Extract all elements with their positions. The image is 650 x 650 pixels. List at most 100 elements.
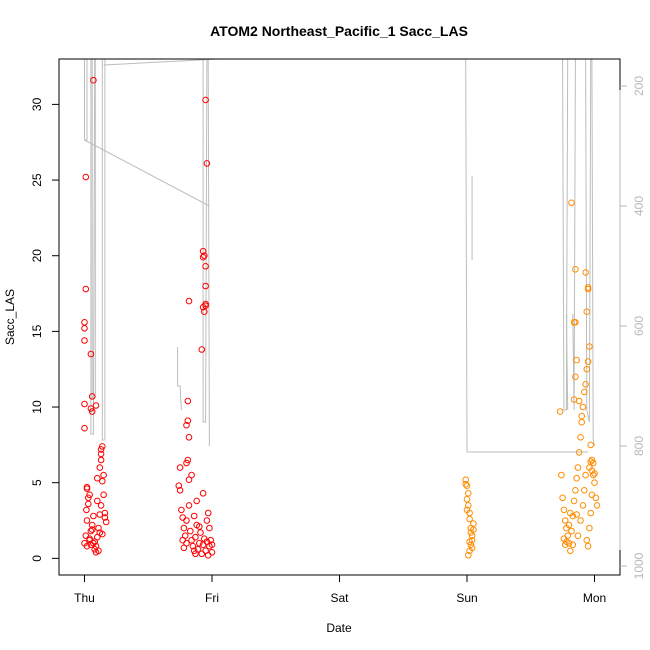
data-point	[197, 529, 204, 536]
data-point	[567, 547, 574, 555]
data-point	[583, 536, 591, 544]
data-point	[569, 541, 577, 549]
depth-line-segment	[103, 58, 219, 66]
data-point	[466, 515, 473, 523]
data-point	[180, 544, 188, 552]
x-axis-label: Date	[326, 621, 352, 635]
depth-line-segment	[572, 58, 576, 411]
data-point	[87, 405, 95, 412]
data-point	[575, 397, 583, 405]
data-point	[196, 523, 203, 530]
data-point	[581, 487, 588, 494]
data-point	[81, 337, 88, 344]
data-point	[573, 356, 580, 364]
data-point	[202, 263, 209, 270]
y-tick-label: 25	[30, 173, 44, 187]
data-point	[97, 502, 105, 509]
depth-line-segment	[562, 58, 569, 411]
data-point	[465, 502, 472, 509]
data-point	[582, 269, 589, 276]
data-point	[97, 446, 105, 453]
data-point	[90, 512, 97, 520]
data-point	[582, 471, 589, 479]
data-point	[97, 456, 105, 464]
data-point	[199, 490, 207, 497]
data-point	[573, 511, 580, 518]
y-axis-label: Sacc_LAS	[3, 289, 17, 345]
y2-tick-label: 400	[632, 196, 646, 216]
data-point	[468, 532, 476, 540]
data-point	[563, 538, 570, 546]
data-point	[184, 456, 192, 464]
data-point	[88, 393, 96, 400]
data-point	[190, 512, 198, 520]
data-point	[561, 541, 569, 549]
data-point	[96, 464, 104, 471]
data-point	[462, 480, 470, 488]
data-point	[468, 544, 476, 552]
data-point	[94, 497, 101, 505]
data-point	[583, 308, 591, 316]
data-point	[86, 535, 93, 543]
data-point	[578, 412, 586, 420]
data-point	[466, 538, 473, 546]
data-point	[572, 373, 579, 381]
data-point	[203, 517, 211, 524]
data-point	[567, 509, 574, 517]
data-point	[188, 536, 195, 544]
data-point	[579, 502, 587, 509]
data-point	[463, 506, 471, 514]
depth-line-segment	[565, 313, 569, 411]
y2-tick-label: 200	[632, 76, 646, 96]
data-point	[584, 284, 592, 291]
data-point	[193, 497, 200, 505]
depth-line-segment	[207, 58, 210, 447]
data-point	[575, 449, 583, 456]
depth-line-segment	[591, 58, 595, 447]
data-point	[192, 533, 199, 541]
data-point	[199, 247, 207, 255]
x-tick-label: Mon	[583, 591, 606, 605]
data-point	[589, 459, 597, 467]
depth-line-segment	[90, 58, 96, 435]
data-point	[568, 199, 575, 207]
data-point	[568, 527, 575, 535]
data-point	[204, 509, 212, 517]
y-tick-label: 30	[30, 97, 44, 111]
data-point	[90, 76, 97, 84]
data-point	[204, 552, 212, 559]
data-point	[588, 456, 596, 464]
data-point	[465, 552, 472, 559]
data-point	[101, 509, 109, 517]
data-point	[180, 524, 188, 532]
data-point	[208, 541, 216, 549]
data-point	[467, 541, 475, 549]
data-point	[81, 325, 88, 332]
data-point	[101, 514, 109, 521]
data-point	[586, 524, 593, 532]
data-point	[178, 506, 185, 514]
data-point	[592, 494, 600, 502]
x-tick-label: Thu	[74, 591, 95, 605]
data-point	[463, 482, 471, 490]
data-point	[593, 502, 601, 509]
data-point	[578, 418, 586, 426]
data-point	[91, 546, 98, 553]
data-point	[185, 434, 193, 441]
data-point	[202, 302, 209, 310]
data-point	[584, 358, 592, 365]
data-point	[582, 381, 589, 388]
data-point	[201, 252, 208, 259]
data-point	[572, 319, 579, 326]
y2-tick-label: 1000	[632, 552, 646, 579]
y2-tick-label: 800	[632, 436, 646, 456]
data-point	[176, 464, 184, 471]
depth-line-segment	[84, 59, 88, 141]
data-point	[572, 266, 579, 273]
data-point	[589, 471, 597, 479]
data-point	[192, 550, 199, 558]
data-point	[556, 408, 564, 415]
data-point	[82, 173, 90, 181]
data-point	[183, 459, 190, 467]
